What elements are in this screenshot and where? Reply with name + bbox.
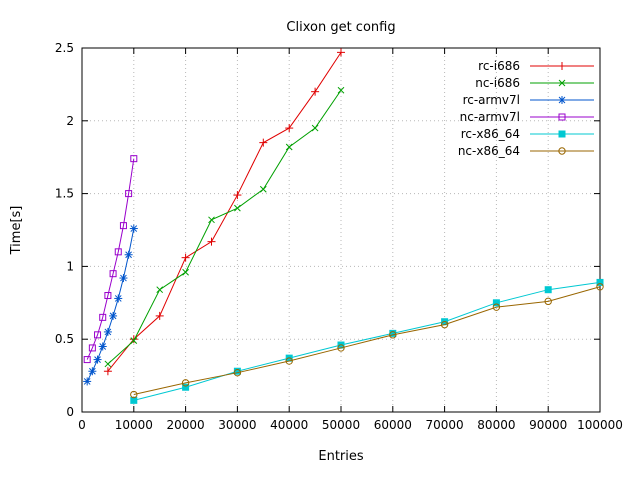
marker (114, 295, 122, 302)
marker (120, 274, 127, 282)
x-tick-label: 30000 (218, 418, 256, 432)
marker (99, 313, 107, 321)
marker (337, 344, 345, 352)
y-tick-label: 0.5 (55, 332, 74, 346)
marker (558, 113, 566, 121)
marker (99, 343, 107, 350)
x-tick-label: 70000 (426, 418, 464, 432)
series-line-rc-armv7l (86, 228, 135, 382)
series-line-nc-x86_64 (133, 286, 601, 396)
marker (109, 312, 117, 320)
chart-title: Clixon get config (286, 20, 396, 35)
marker (130, 390, 138, 399)
marker (181, 379, 190, 387)
marker (389, 331, 397, 339)
marker (156, 286, 164, 294)
marker (89, 367, 96, 375)
y-tick-label: 1 (66, 259, 74, 273)
x-tick-label: 10000 (115, 418, 153, 432)
marker (558, 130, 566, 138)
marker (596, 278, 604, 286)
marker (104, 360, 112, 368)
x-tick-label: 80000 (477, 418, 515, 432)
x-tick-label: 20000 (167, 418, 205, 432)
marker (125, 190, 133, 198)
series-line-nc-i686 (107, 89, 342, 365)
marker (440, 320, 449, 329)
legend-label-nc-i686: nc-i686 (475, 76, 520, 90)
marker (558, 79, 566, 87)
marker (182, 383, 190, 391)
x-tick-label: 60000 (374, 418, 412, 432)
marker (109, 270, 117, 278)
marker (544, 286, 552, 294)
marker (83, 378, 91, 385)
legend-label-nc-armv7l: nc-armv7l (460, 110, 520, 124)
legend-label-rc-i686: rc-i686 (478, 59, 520, 73)
marker (558, 147, 566, 155)
marker (104, 328, 112, 336)
y-tick-label: 0 (66, 405, 74, 419)
marker (182, 268, 189, 276)
marker (234, 204, 241, 212)
marker (119, 222, 127, 230)
marker (558, 96, 566, 104)
marker (130, 225, 138, 232)
marker (259, 185, 267, 193)
y-tick-label: 2.5 (55, 41, 74, 55)
marker (130, 396, 138, 404)
legend-label-rc-armv7l: rc-armv7l (463, 93, 520, 107)
x-tick-label: 50000 (322, 418, 360, 432)
marker (130, 155, 138, 163)
marker (233, 368, 242, 377)
series-line-rc-x86_64 (133, 281, 601, 401)
x-axis-label: Entries (318, 449, 364, 464)
marker (337, 86, 345, 94)
marker (94, 331, 102, 339)
marker (285, 357, 293, 365)
marker (544, 297, 552, 306)
marker (125, 251, 132, 259)
plot-border (81, 47, 601, 413)
x-tick-label: 0 (78, 418, 86, 432)
marker (114, 248, 122, 256)
marker (596, 283, 604, 291)
legend-label-rc-x86_64: rc-x86_64 (461, 127, 520, 141)
x-tick-label: 100000 (577, 418, 623, 432)
marker (208, 216, 215, 224)
x-tick-label: 90000 (529, 418, 567, 432)
marker (104, 292, 112, 300)
y-tick-label: 1.5 (55, 187, 74, 201)
x-tick-label: 40000 (270, 418, 308, 432)
marker (94, 356, 101, 363)
marker (83, 356, 91, 364)
marker (311, 124, 319, 132)
marker (285, 143, 293, 151)
marker (88, 344, 96, 352)
series-line-rc-i686 (107, 52, 342, 372)
marker (130, 337, 138, 345)
series-line-nc-armv7l (86, 158, 135, 360)
marker (492, 299, 500, 307)
legend-label-nc-x86_64: nc-x86_64 (458, 144, 520, 158)
y-tick-label: 2 (66, 114, 74, 128)
marker (492, 303, 501, 311)
